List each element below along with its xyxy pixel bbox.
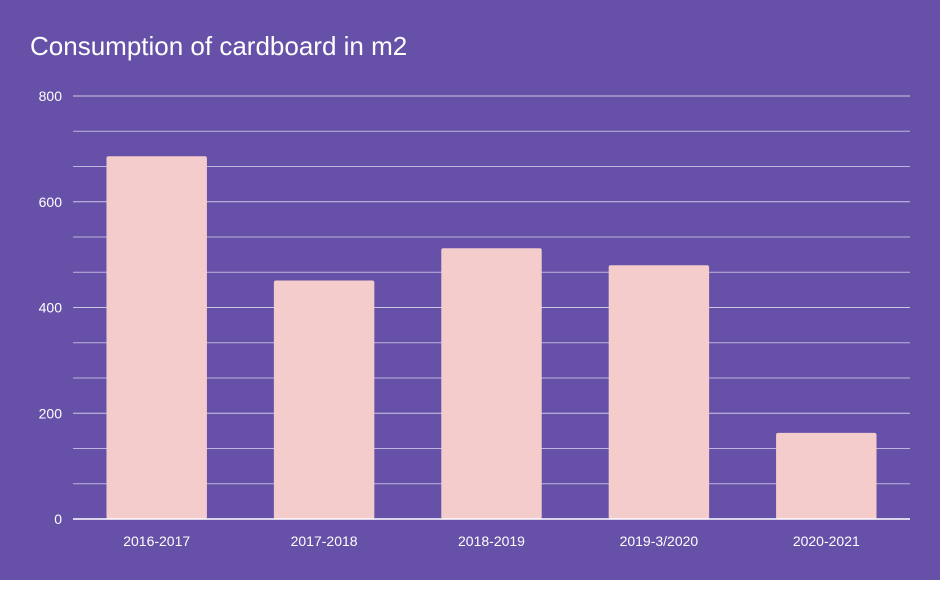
- y-tick-label: 800: [39, 88, 63, 104]
- tick-labels: 0 200 400 600 800 2016-2017 2017-2018 2018-2019…: [39, 88, 860, 549]
- bar-2016-2017: [106, 156, 207, 519]
- bar-2019-3/2020: [608, 265, 710, 519]
- x-tick-label: 2018-2019: [458, 533, 525, 549]
- chart-title: Consumption of cardboard in m2: [30, 31, 408, 61]
- chart-panel: Consumption of cardboard in m2 0 200 400 60…: [0, 0, 940, 580]
- y-tick-label: 400: [39, 300, 63, 316]
- y-tick-label: 600: [39, 194, 63, 210]
- bar-2020-2021: [776, 432, 877, 519]
- x-tick-label: 2019-3/2020: [620, 533, 699, 549]
- y-tick-label: 0: [54, 511, 62, 527]
- x-tick-label: 2020-2021: [793, 533, 860, 549]
- bars: [106, 156, 877, 519]
- x-tick-label: 2016-2017: [123, 533, 190, 549]
- x-tick-label: 2017-2018: [291, 533, 358, 549]
- bar-2018-2019: [441, 248, 542, 519]
- y-tick-label: 200: [39, 405, 63, 421]
- bar-2017-2018: [273, 280, 375, 519]
- bar-chart: 0 200 400 600 800 2016-2017 2017-2018 2018-2019…: [39, 88, 910, 549]
